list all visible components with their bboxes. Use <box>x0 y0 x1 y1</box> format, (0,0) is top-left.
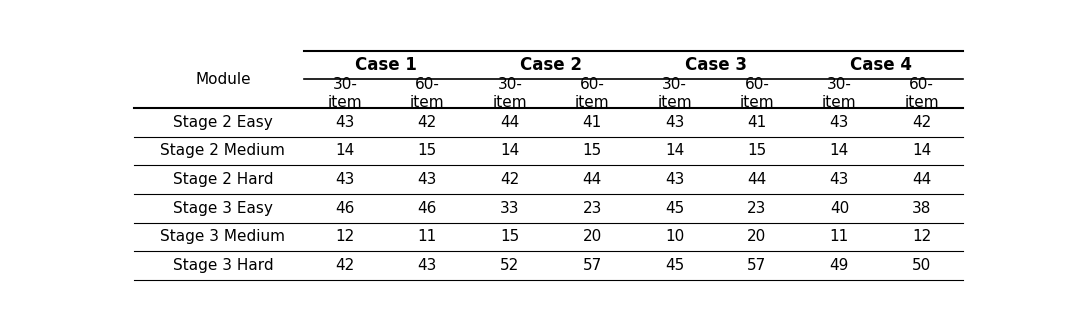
Text: 11: 11 <box>829 229 849 244</box>
Text: 43: 43 <box>335 172 354 187</box>
Text: 43: 43 <box>829 172 850 187</box>
Text: Module: Module <box>195 72 250 87</box>
Text: Case 1: Case 1 <box>355 56 417 74</box>
Text: 45: 45 <box>664 201 684 216</box>
Text: 15: 15 <box>747 143 766 158</box>
Text: 49: 49 <box>829 258 850 273</box>
Text: 33: 33 <box>500 201 520 216</box>
Text: 57: 57 <box>582 258 601 273</box>
Text: 44: 44 <box>500 115 519 130</box>
Text: 44: 44 <box>912 172 931 187</box>
Text: 30-
item: 30- item <box>822 77 857 110</box>
Text: 10: 10 <box>664 229 684 244</box>
Text: Case 2: Case 2 <box>520 56 582 74</box>
Text: 42: 42 <box>912 115 931 130</box>
Text: Case 3: Case 3 <box>685 56 747 74</box>
Text: 46: 46 <box>417 201 437 216</box>
Text: 52: 52 <box>500 258 519 273</box>
Text: 43: 43 <box>417 172 437 187</box>
Text: 38: 38 <box>912 201 932 216</box>
Text: 43: 43 <box>664 115 684 130</box>
Text: 15: 15 <box>582 143 601 158</box>
Text: 60-
item: 60- item <box>575 77 610 110</box>
Text: 30-
item: 30- item <box>327 77 363 110</box>
Text: 43: 43 <box>829 115 850 130</box>
Text: 42: 42 <box>500 172 519 187</box>
Text: 12: 12 <box>912 229 931 244</box>
Text: 15: 15 <box>417 143 437 158</box>
Text: Stage 3 Medium: Stage 3 Medium <box>160 229 286 244</box>
Text: 60-
item: 60- item <box>904 77 939 110</box>
Text: 45: 45 <box>664 258 684 273</box>
Text: 15: 15 <box>500 229 519 244</box>
Text: 43: 43 <box>664 172 684 187</box>
Text: Stage 3 Easy: Stage 3 Easy <box>173 201 273 216</box>
Text: 42: 42 <box>335 258 354 273</box>
Text: 40: 40 <box>829 201 849 216</box>
Text: 30-
item: 30- item <box>492 77 528 110</box>
Text: 41: 41 <box>582 115 601 130</box>
Text: 57: 57 <box>747 258 766 273</box>
Text: 44: 44 <box>747 172 766 187</box>
Text: 50: 50 <box>912 258 931 273</box>
Text: 23: 23 <box>747 201 767 216</box>
Text: 12: 12 <box>335 229 354 244</box>
Text: 43: 43 <box>335 115 354 130</box>
Text: 23: 23 <box>582 201 601 216</box>
Text: 42: 42 <box>417 115 437 130</box>
Text: 14: 14 <box>912 143 931 158</box>
Text: 60-
item: 60- item <box>410 77 445 110</box>
Text: Case 4: Case 4 <box>850 56 912 74</box>
Text: Stage 2 Medium: Stage 2 Medium <box>160 143 286 158</box>
Text: 11: 11 <box>417 229 437 244</box>
Text: 46: 46 <box>335 201 354 216</box>
Text: 20: 20 <box>747 229 766 244</box>
Text: 14: 14 <box>829 143 849 158</box>
Text: 44: 44 <box>582 172 601 187</box>
Text: 20: 20 <box>582 229 601 244</box>
Text: Stage 3 Hard: Stage 3 Hard <box>172 258 273 273</box>
Text: 60-
item: 60- item <box>739 77 775 110</box>
Text: 30-
item: 30- item <box>657 77 692 110</box>
Text: 41: 41 <box>747 115 766 130</box>
Text: Stage 2 Hard: Stage 2 Hard <box>172 172 273 187</box>
Text: 14: 14 <box>500 143 519 158</box>
Text: 43: 43 <box>417 258 437 273</box>
Text: 14: 14 <box>664 143 684 158</box>
Text: 14: 14 <box>335 143 354 158</box>
Text: Stage 2 Easy: Stage 2 Easy <box>173 115 273 130</box>
